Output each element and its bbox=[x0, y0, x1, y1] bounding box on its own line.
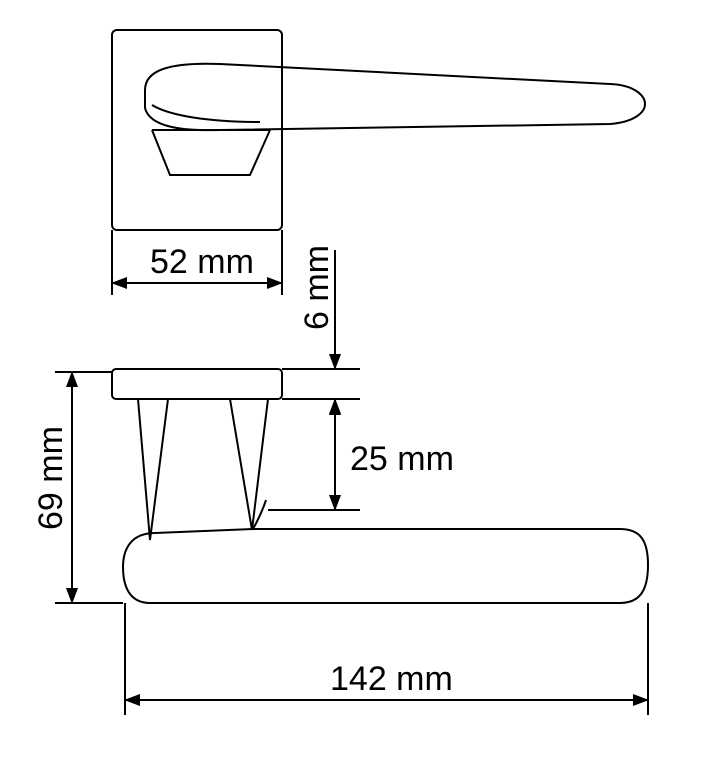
dim-52mm: 52 mm bbox=[112, 230, 282, 295]
dim-142mm-label: 142 mm bbox=[330, 660, 453, 698]
dim-25mm: 25 mm bbox=[268, 400, 454, 510]
dim-69mm-label: 69 mm bbox=[32, 426, 70, 530]
dim-142mm: 142 mm bbox=[125, 603, 648, 715]
top-view bbox=[112, 30, 645, 230]
dim-6mm-label: 6 mm bbox=[298, 245, 336, 330]
side-view bbox=[112, 369, 648, 603]
dim-69mm: 69 mm bbox=[32, 372, 123, 603]
dim-25mm-label: 25 mm bbox=[350, 440, 454, 478]
dim-6mm: 6 mm bbox=[282, 245, 360, 430]
technical-drawing: 52 mm 6 mm 25 mm 69 mm bbox=[0, 0, 722, 779]
dim-52mm-label: 52 mm bbox=[150, 243, 254, 281]
